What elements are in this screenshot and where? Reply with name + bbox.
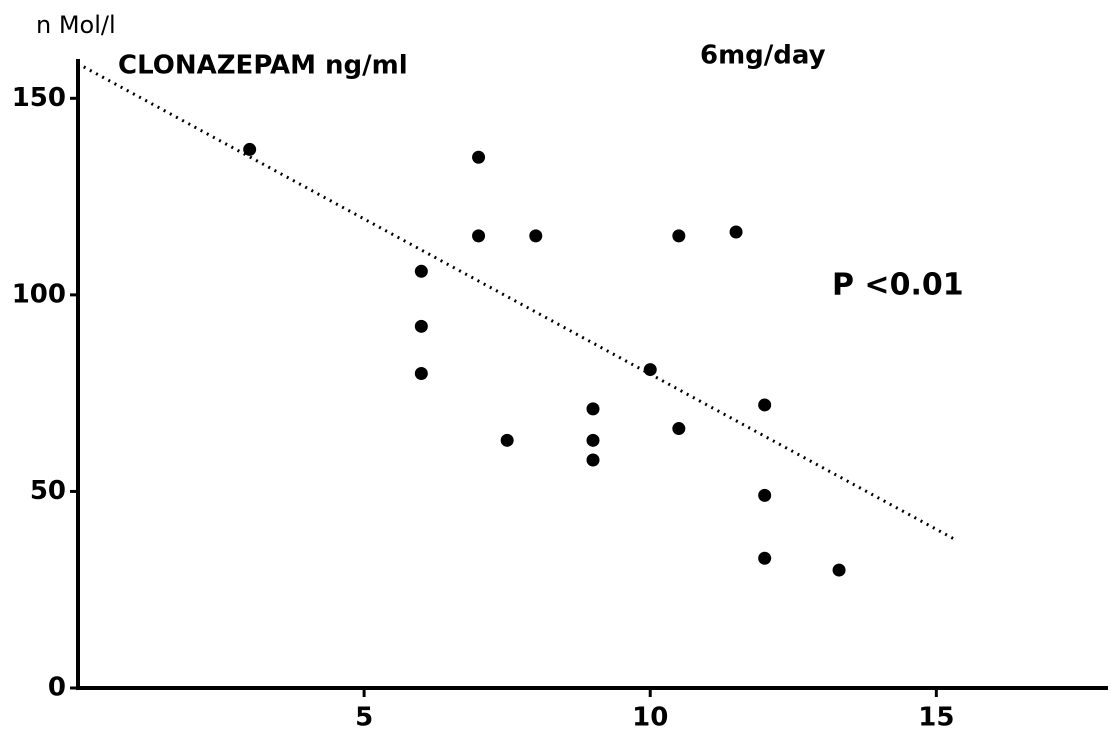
point xyxy=(758,398,772,412)
point xyxy=(586,433,600,447)
point xyxy=(758,551,772,565)
point xyxy=(672,422,686,436)
x-tick-label: 5 xyxy=(355,703,373,733)
chart-title: CLONAZEPAM ng/ml xyxy=(118,51,408,81)
annotation: P <0.01 xyxy=(832,268,964,303)
annotation: 6mg/day xyxy=(700,41,826,71)
point xyxy=(586,453,600,467)
y-axis-label: n Mol/l xyxy=(36,11,116,39)
point xyxy=(243,142,257,156)
point xyxy=(472,150,486,164)
point xyxy=(472,229,486,243)
x-tick-label: 10 xyxy=(632,703,668,733)
point xyxy=(672,229,686,243)
x-tick-label: 15 xyxy=(918,703,954,733)
y-tick-label: 150 xyxy=(12,83,66,113)
point xyxy=(832,563,846,577)
y-tick-label: 0 xyxy=(48,673,66,703)
point xyxy=(500,433,514,447)
y-tick-label: 50 xyxy=(30,476,66,506)
point xyxy=(586,402,600,416)
y-tick-label: 100 xyxy=(12,279,66,309)
point xyxy=(414,319,428,333)
point xyxy=(643,363,657,377)
point xyxy=(758,488,772,502)
point xyxy=(414,264,428,278)
point xyxy=(529,229,543,243)
trend-line xyxy=(83,65,955,540)
point xyxy=(414,367,428,380)
point xyxy=(729,225,743,239)
